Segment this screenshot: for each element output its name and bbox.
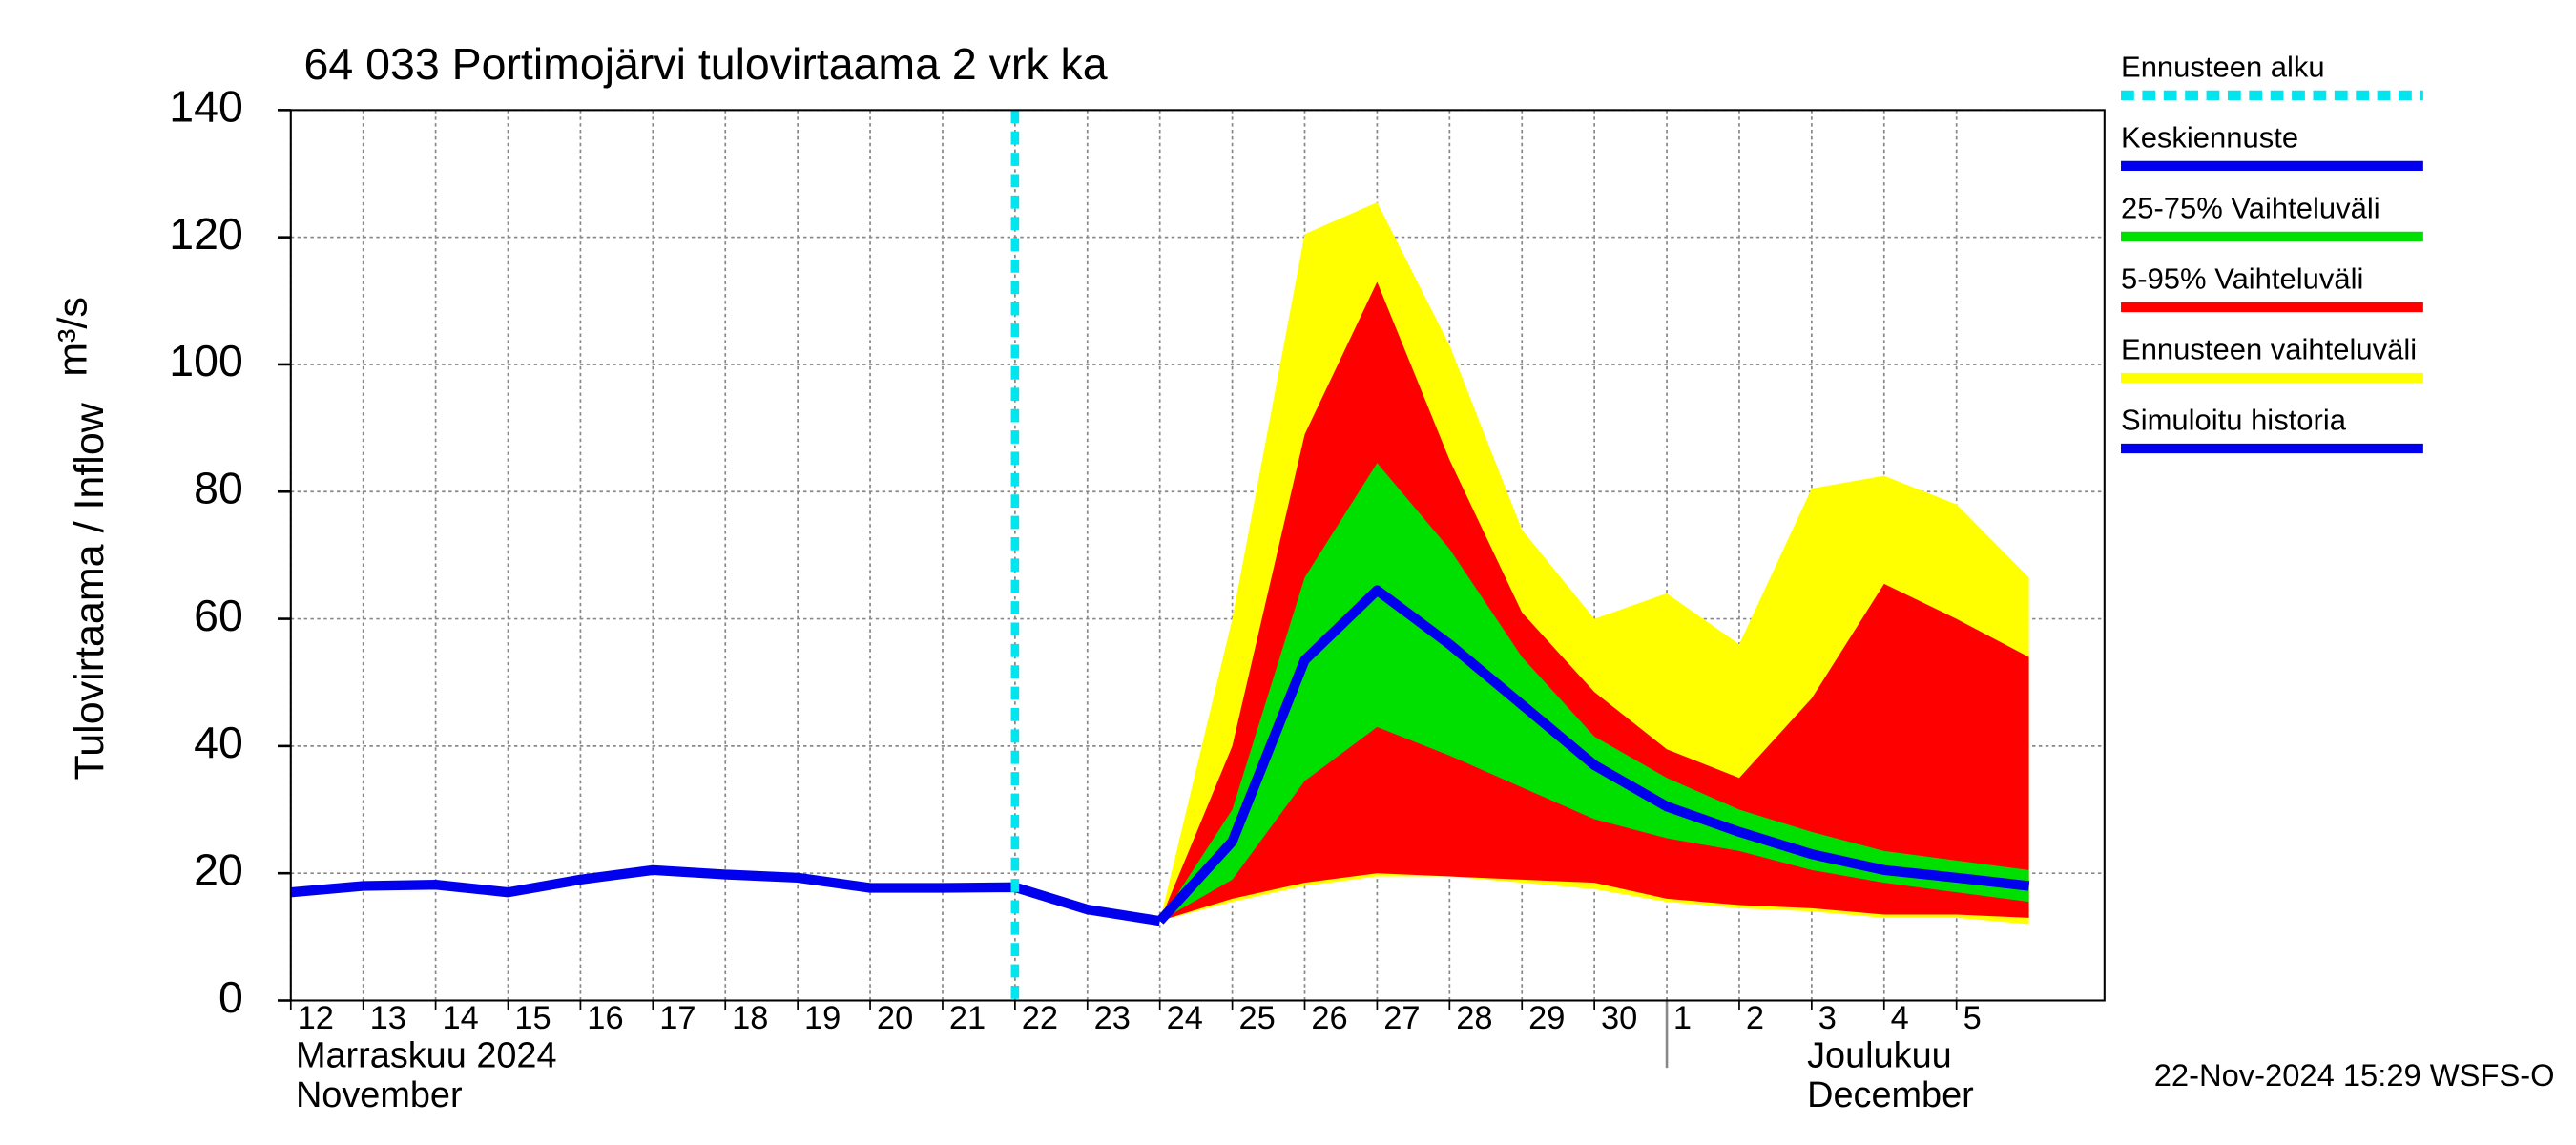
x-tick-label: 16 (587, 1000, 623, 1036)
legend: Ennusteen alku Keskiennuste 25-75% Vaihtel… (2121, 50, 2423, 454)
y-tick-label: 120 (169, 209, 243, 259)
x-tick-label: 13 (370, 1000, 406, 1036)
x-tick-label: 27 (1383, 1000, 1420, 1036)
month-label: Marraskuu 2024 (296, 1036, 557, 1076)
x-tick-label: 29 (1528, 1000, 1565, 1036)
series-line (1155, 585, 2030, 925)
y-tick-label: 40 (194, 718, 243, 767)
x-tick-label: 3 (1818, 1000, 1837, 1036)
legend-label: 5-95% Vaihteluväli (2121, 262, 2363, 296)
x-tick-label: 19 (804, 1000, 841, 1036)
footer: 22-Nov-2024 15:29 WSFS-O (2154, 1057, 2555, 1093)
legend-label: 25-75% Vaihteluväli (2121, 192, 2380, 225)
band-area (1159, 281, 2029, 922)
x-tick-label: 26 (1311, 1000, 1347, 1036)
month-label: Joulukuu (1807, 1036, 1952, 1076)
band-area (1159, 463, 2029, 922)
y-tick-label: 100 (169, 336, 243, 385)
x-tick-label: 24 (1167, 1000, 1203, 1036)
x-tick-label: 12 (298, 1000, 334, 1036)
x-tick-label: 15 (514, 1000, 551, 1036)
y-axis-label: Tulovirtaama / Inflow (67, 402, 113, 780)
y-tick-label: 80 (194, 464, 243, 513)
plot-frame (289, 109, 2106, 1002)
x-tick-label: 28 (1456, 1000, 1492, 1036)
x-tick-label: 25 (1238, 1000, 1275, 1036)
x-tick-label: 2 (1746, 1000, 1764, 1036)
x-tick-label: 30 (1601, 1000, 1637, 1036)
plot (290, 110, 2030, 1001)
legend-label: Simuloitu historia (2121, 404, 2347, 437)
y-axis-unit: m³/s (51, 297, 96, 377)
legend-label: Keskiennuste (2121, 121, 2298, 155)
x-tick-label: 18 (732, 1000, 768, 1036)
x-tick-label: 5 (1963, 1000, 1982, 1036)
month-label-en: December (1807, 1075, 1974, 1115)
y-tick-label: 140 (169, 82, 243, 132)
y-tick-label: 20 (194, 844, 243, 894)
x-tick-label: 23 (1094, 1000, 1131, 1036)
legend-label: Ennusteen vaihteluväli (2121, 333, 2417, 366)
y-tick-label: 0 (218, 972, 243, 1022)
x-tick-label: 17 (659, 1000, 696, 1036)
month-label-en: November (296, 1075, 463, 1115)
x-tick-label: 4 (1891, 1000, 1909, 1036)
x-tick-label: 1 (1673, 1000, 1692, 1036)
x-tick-label: 22 (1022, 1000, 1058, 1036)
x-tick-label: 14 (442, 1000, 478, 1036)
x-tick-label: 21 (949, 1000, 986, 1036)
y-tick-label: 60 (194, 591, 243, 640)
chart-title: 64 033 Portimojärvi tulovirtaama 2 vrk k… (304, 39, 1108, 89)
legend-label: Ennusteen alku (2121, 50, 2325, 83)
x-tick-label: 20 (877, 1000, 913, 1036)
